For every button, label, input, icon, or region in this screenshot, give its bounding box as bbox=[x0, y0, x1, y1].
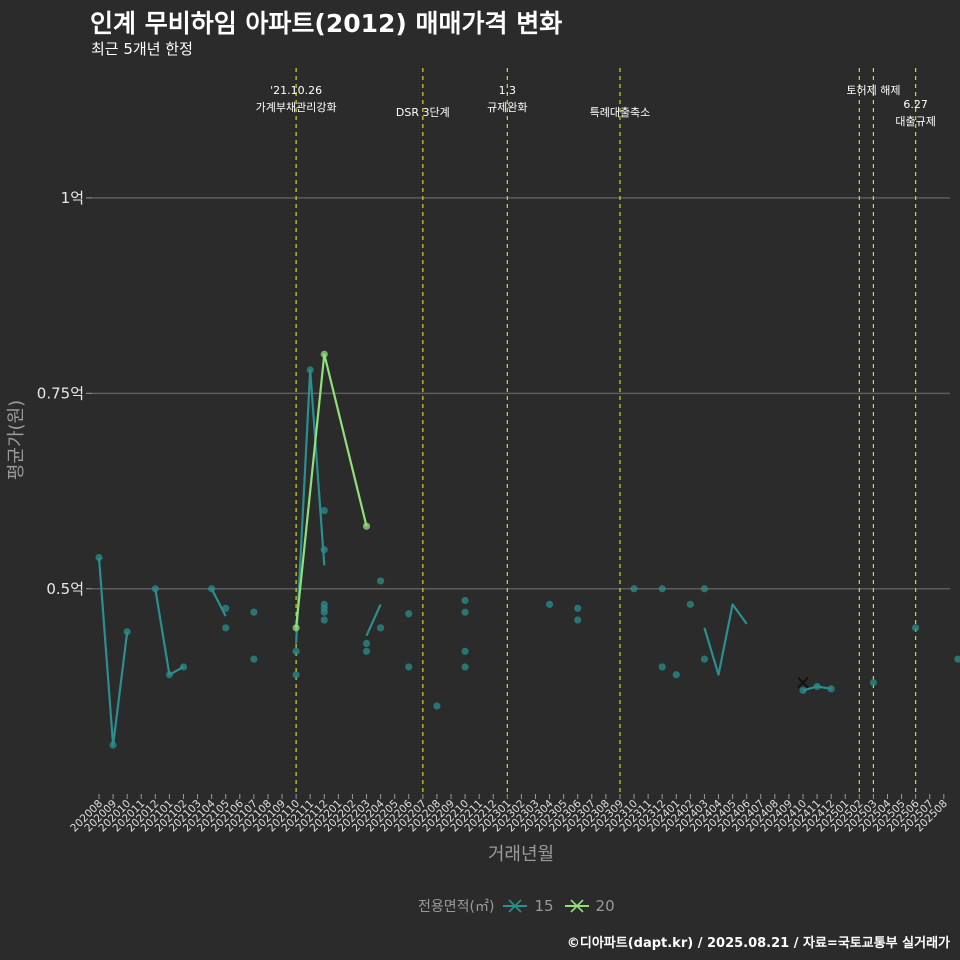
event-label: 특례대출축소 bbox=[590, 106, 651, 119]
series-15-point bbox=[686, 600, 694, 608]
chart-title: 인계 무비하임 아파트(2012) 매매가격 변화 bbox=[90, 9, 563, 38]
series-15-line bbox=[365, 603, 382, 637]
series-15-point bbox=[433, 702, 441, 710]
series-15-point bbox=[954, 655, 960, 663]
legend-item-15: 15 bbox=[502, 896, 554, 916]
legend-swatch-20-icon bbox=[564, 899, 589, 913]
series-15-point bbox=[461, 663, 469, 671]
series-15-point bbox=[165, 671, 173, 679]
y-tick-label: 0.75억 bbox=[37, 384, 84, 402]
series-15-line bbox=[154, 588, 185, 676]
series-15-point bbox=[700, 655, 709, 663]
series-15-point bbox=[362, 639, 371, 648]
series-15-point bbox=[813, 682, 821, 691]
legend: 전용면적(㎡) 15 20 bbox=[418, 896, 625, 916]
series-20-point bbox=[292, 624, 300, 632]
series-15-point bbox=[109, 741, 117, 749]
series-15-point bbox=[292, 671, 300, 679]
source-credit: ©디아파트(dapt.kr) / 2025.08.21 / 자료=국토교통부 실… bbox=[566, 936, 950, 951]
x-axis-title: 거래년월 bbox=[488, 844, 554, 865]
series-20-line bbox=[295, 353, 368, 628]
series-15-point bbox=[362, 647, 371, 655]
series-15-point bbox=[869, 678, 878, 687]
series-15-point bbox=[405, 663, 413, 671]
series-15-point bbox=[306, 366, 314, 374]
series-15-point bbox=[222, 624, 230, 632]
y-tick-label: 0.5억 bbox=[46, 580, 84, 598]
series-15-point bbox=[545, 600, 554, 608]
event-label: 대출규제 bbox=[895, 115, 935, 128]
series-15-point bbox=[320, 608, 328, 616]
series-15-point bbox=[320, 546, 328, 554]
event-label: 1.3 bbox=[499, 84, 517, 97]
legend-title: 전용면적(㎡) bbox=[418, 899, 495, 915]
series-15-point bbox=[574, 616, 582, 624]
series-15-point bbox=[250, 608, 258, 616]
series-15-point bbox=[320, 616, 328, 624]
y-tick-label: 1억 bbox=[61, 189, 84, 207]
series-15-point bbox=[658, 585, 666, 593]
series-15-point bbox=[700, 585, 709, 593]
series-15-point bbox=[95, 553, 103, 562]
series-15-point bbox=[672, 671, 680, 679]
event-label: 6.27 bbox=[903, 98, 928, 111]
series-15-point bbox=[574, 604, 582, 612]
series-15-point bbox=[461, 647, 469, 655]
y-axis-title: 평균가(원) bbox=[6, 400, 27, 480]
series-15-point bbox=[377, 624, 385, 632]
series-15-point bbox=[292, 647, 300, 655]
chart-subtitle: 최근 5개년 한정 bbox=[91, 40, 193, 58]
series-15-point bbox=[377, 577, 385, 585]
event-label: 토허제 해제 bbox=[846, 83, 900, 97]
legend-item-20: 20 bbox=[564, 896, 615, 916]
series-15-line bbox=[295, 368, 326, 644]
series-15-point bbox=[799, 686, 807, 694]
series-15-point bbox=[179, 663, 188, 671]
series-15-point bbox=[912, 624, 920, 632]
series-15-point bbox=[320, 506, 328, 515]
series-15-point bbox=[250, 655, 258, 663]
series-15-point bbox=[461, 596, 469, 605]
cross-marker-icon bbox=[797, 676, 809, 689]
legend-label-20: 20 bbox=[595, 897, 615, 915]
series-15-point bbox=[405, 610, 413, 618]
series-15-point bbox=[630, 585, 638, 593]
cross-stroke bbox=[797, 676, 809, 689]
series-15-point bbox=[658, 663, 666, 671]
series-20-point bbox=[362, 522, 371, 530]
series-15-point bbox=[123, 628, 131, 636]
series-15-line bbox=[210, 588, 227, 617]
series-15-point bbox=[222, 604, 230, 612]
event-label: DSR 3단계 bbox=[396, 106, 450, 119]
series-15-point bbox=[827, 685, 835, 693]
series-15-point bbox=[461, 608, 469, 616]
series-15-point bbox=[208, 585, 216, 593]
series-15-line bbox=[703, 603, 748, 676]
series-15-line bbox=[97, 557, 129, 747]
legend-label-15: 15 bbox=[534, 897, 554, 915]
series-20-point bbox=[320, 350, 328, 358]
event-label: '21.10.26 bbox=[270, 84, 322, 97]
event-label: 가계부채관리강화 bbox=[256, 101, 337, 114]
legend-swatch-15-icon bbox=[503, 899, 528, 913]
series-15-point bbox=[151, 585, 159, 593]
event-label: 규제완화 bbox=[487, 101, 527, 114]
